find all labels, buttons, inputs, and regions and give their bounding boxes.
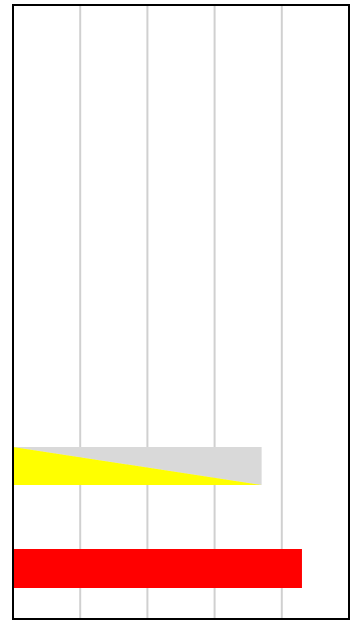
grid-lines <box>79 5 283 619</box>
plot-frame <box>12 4 350 620</box>
plot-background <box>13 5 349 619</box>
bar-2 <box>13 549 302 588</box>
bar-1-lower-segment <box>13 447 262 485</box>
bars <box>13 447 302 588</box>
